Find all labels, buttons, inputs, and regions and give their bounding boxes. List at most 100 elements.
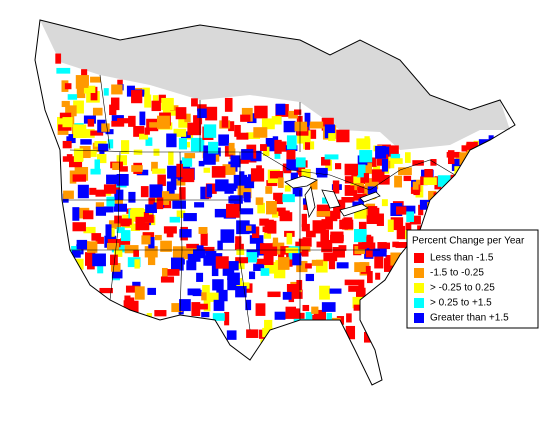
trend-cell	[326, 313, 333, 323]
trend-cell	[206, 292, 219, 302]
trend-cell	[84, 129, 95, 138]
trend-cell	[294, 109, 302, 115]
trend-cell	[190, 137, 205, 152]
trend-cell	[236, 282, 250, 289]
legend-swatch	[414, 283, 424, 293]
trend-cell	[90, 168, 101, 175]
trend-cell	[123, 218, 132, 225]
trend-cell	[253, 263, 265, 271]
trend-cell	[260, 268, 270, 276]
trend-cell	[92, 107, 103, 116]
trend-cell	[116, 155, 128, 166]
trend-cell	[211, 265, 219, 277]
trend-cell	[249, 235, 264, 244]
trend-cell	[298, 238, 310, 244]
trend-cell	[201, 311, 210, 318]
trend-cell	[387, 145, 399, 158]
trend-cell	[466, 141, 478, 150]
trend-cell	[403, 175, 412, 182]
trend-cell	[95, 202, 105, 210]
trend-cell	[250, 168, 265, 182]
trend-cell	[293, 318, 307, 332]
trend-cell	[344, 163, 359, 176]
trend-cell	[112, 162, 120, 171]
trend-cell	[178, 113, 188, 128]
trend-cell	[179, 187, 186, 200]
trend-cell	[184, 141, 190, 148]
trend-cell	[357, 186, 365, 194]
trend-cell	[240, 208, 254, 215]
trend-cell	[321, 156, 331, 166]
trend-cell	[84, 252, 96, 266]
trend-cell	[387, 219, 394, 232]
trend-cell	[346, 313, 352, 323]
trend-cell	[412, 160, 424, 166]
trend-cell	[325, 220, 333, 230]
trend-cell	[367, 271, 373, 284]
trend-cell	[170, 105, 179, 111]
trend-cell	[72, 207, 80, 221]
trend-cell	[226, 330, 237, 340]
trend-cell	[378, 174, 390, 185]
trend-cell	[201, 292, 207, 301]
trend-cell	[197, 104, 207, 112]
trend-cell	[274, 139, 282, 154]
trend-cell	[240, 114, 251, 122]
legend-label: Greater than +1.5	[430, 313, 509, 324]
trend-cell	[356, 138, 371, 150]
trend-cell	[316, 211, 331, 217]
trend-cell	[358, 221, 367, 232]
trend-cell	[336, 262, 349, 269]
trend-cell	[311, 259, 324, 266]
trend-cell	[305, 311, 313, 325]
trend-cell	[56, 67, 71, 74]
trend-cell	[139, 111, 146, 126]
trend-cell	[97, 264, 104, 274]
legend-label: > -0.25 to 0.25	[430, 283, 495, 294]
trend-cell	[203, 167, 211, 173]
trend-cell	[62, 156, 76, 162]
trend-cell	[274, 264, 286, 279]
trend-cell	[148, 237, 155, 249]
trend-cell	[369, 242, 376, 250]
trend-cell	[222, 164, 236, 175]
trend-cell	[236, 132, 249, 140]
trend-cell	[134, 259, 140, 269]
trend-cell	[292, 253, 302, 266]
trend-cell	[246, 329, 259, 338]
trend-cell	[216, 289, 228, 302]
trend-cell	[273, 192, 284, 200]
trend-cell	[390, 252, 401, 266]
trend-cell	[57, 116, 68, 130]
trend-cell	[212, 313, 225, 321]
trend-cell	[359, 150, 373, 163]
trend-cell	[128, 191, 136, 203]
trend-cell	[187, 253, 201, 262]
trend-cell	[352, 296, 365, 309]
trend-cell	[235, 257, 249, 264]
trend-cell	[286, 233, 293, 245]
trend-cell	[142, 87, 150, 97]
trend-cell	[288, 110, 298, 119]
trend-cell	[354, 262, 366, 273]
trend-cell	[328, 256, 336, 270]
trend-cell	[405, 222, 412, 231]
trend-cell	[286, 149, 296, 160]
trend-cell	[315, 259, 328, 273]
trend-cell	[106, 243, 120, 250]
trend-cell	[144, 127, 150, 135]
trend-cell	[187, 122, 201, 136]
trend-cell	[91, 233, 102, 241]
trend-cell	[180, 168, 195, 183]
trend-cell	[312, 220, 326, 234]
trend-cell	[160, 276, 175, 283]
trend-cell	[166, 229, 174, 238]
trend-cell	[267, 291, 281, 298]
trend-cell	[274, 152, 281, 159]
trend-cell	[110, 97, 120, 111]
trend-cell	[152, 168, 166, 174]
trend-cell	[167, 165, 179, 179]
trend-cell	[75, 258, 84, 270]
trend-cell	[88, 85, 96, 94]
trend-cell	[212, 279, 224, 291]
